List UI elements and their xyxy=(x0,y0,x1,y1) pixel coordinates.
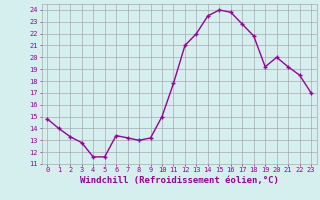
X-axis label: Windchill (Refroidissement éolien,°C): Windchill (Refroidissement éolien,°C) xyxy=(80,176,279,185)
